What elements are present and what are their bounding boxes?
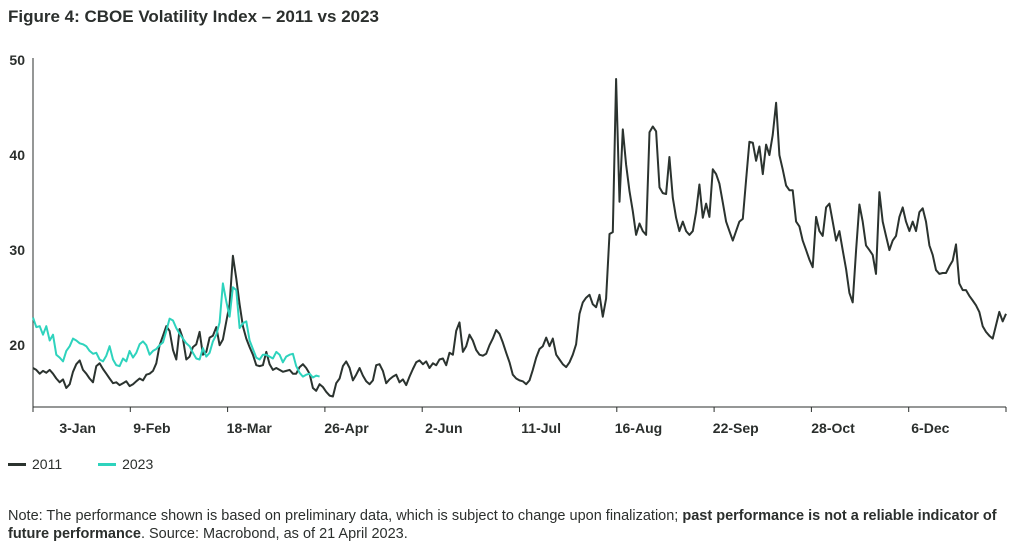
x-tick-label: 11-Jul	[521, 420, 561, 436]
legend-swatch-2023	[98, 462, 117, 466]
footnote: Note: The performance shown is based on …	[8, 507, 1008, 543]
x-tick-label: 2-Jun	[425, 420, 462, 436]
series-layer	[32, 78, 1007, 398]
x-tick-label: 22-Sep	[713, 420, 759, 436]
legend: 2011 2023	[8, 456, 189, 472]
x-tick-label: 16-Aug	[615, 420, 662, 436]
x-tick-label: 18-Mar	[227, 420, 273, 436]
series-line-2011	[32, 78, 1007, 398]
chart-title: Figure 4: CBOE Volatility Index – 2011 v…	[8, 7, 380, 26]
legend-item-2023: 2023	[98, 456, 153, 472]
y-axis-ticks: 20 30 40 50	[9, 52, 25, 353]
y-tick-label: 30	[9, 242, 25, 258]
y-tick-label: 20	[9, 337, 25, 353]
line-chart: 20 30 40 50 3-Jan 9-Feb 18-Mar 26-Apr 2-Jun 11-J…	[9, 52, 1007, 436]
legend-swatch-2011	[8, 462, 26, 466]
x-tick-label: 28-Oct	[811, 420, 855, 436]
x-tick-label: 3-Jan	[59, 420, 96, 436]
legend-label-2011: 2011	[32, 456, 63, 472]
x-tick-label: 6-Dec	[911, 420, 949, 436]
x-tick-label: 26-Apr	[324, 420, 369, 436]
series-line-2023	[32, 282, 320, 379]
footnote-text: Note: The performance shown is based on …	[8, 508, 683, 524]
x-axis-ticks: 3-Jan 9-Feb 18-Mar 26-Apr 2-Jun 11-Jul 16-Aug 2…	[32, 407, 1007, 436]
y-tick-label: 50	[9, 52, 25, 68]
legend-item-2011: 2011	[8, 456, 62, 472]
y-tick-label: 40	[9, 147, 25, 163]
legend-label-2023: 2023	[122, 456, 154, 472]
footnote-source: . Source: Macrobond, as of 21 April 2023…	[140, 526, 408, 542]
footnote-bold: past performance is not a reliable indic…	[8, 508, 997, 542]
x-tick-label: 9-Feb	[133, 420, 170, 436]
